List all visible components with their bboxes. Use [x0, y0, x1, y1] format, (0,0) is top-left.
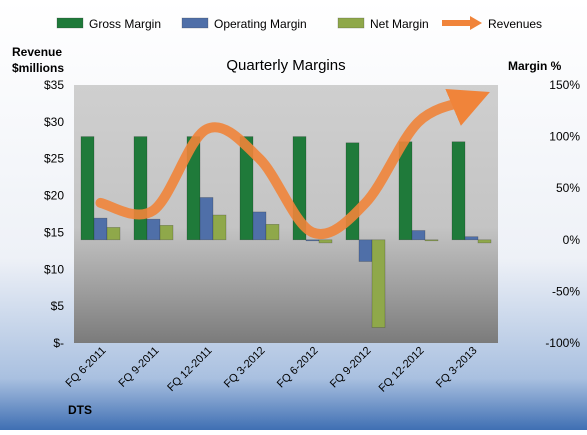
- revenues-point: [259, 158, 260, 159]
- gross-margin-bar: [133, 136, 148, 241]
- operating-margin-legend-label: Operating Margin: [214, 17, 307, 31]
- net-margin-bar: [106, 227, 121, 241]
- left-tick-label: $20: [44, 189, 64, 203]
- operating-margin-bar: [252, 211, 267, 241]
- left-tick-label: $10: [44, 262, 64, 276]
- operating-margin-bar: [305, 239, 320, 242]
- revenues-point: [100, 202, 101, 203]
- left-tick-label: $15: [44, 225, 64, 239]
- left-axis-label-line1: Revenue: [12, 45, 62, 59]
- right-tick-label: -50%: [552, 284, 580, 298]
- right-tick-label: 100%: [549, 130, 580, 144]
- right-tick-label: 50%: [556, 181, 580, 195]
- legend: Gross Margin Operating Margin Net Margin Re…: [56, 16, 542, 31]
- revenues-line: [95, 88, 490, 239]
- right-tick-label: 150%: [549, 78, 580, 92]
- gross-margin-legend-label: Gross Margin: [89, 17, 161, 31]
- revenues-line-series: [95, 88, 490, 239]
- net-margin-bar: [371, 239, 386, 328]
- net-margin-legend-label: Net Margin: [370, 17, 429, 31]
- net-margin-bar: [318, 239, 333, 244]
- revenues-point: [312, 232, 313, 233]
- net-margin-bar: [424, 239, 439, 242]
- operating-margin-bar: [358, 239, 373, 262]
- left-axis: $- $5 $10 $15 $20 $25 $30 $35: [44, 78, 64, 350]
- left-tick-label: $35: [44, 78, 64, 92]
- revenues-point: [365, 202, 366, 203]
- operating-margin-bar: [93, 217, 108, 241]
- operating-margin-bar: [464, 236, 479, 241]
- operating-margin-bar: [146, 218, 161, 241]
- revenues-point: [418, 121, 419, 122]
- operating-margin-bar: [411, 230, 426, 241]
- net-margin-bar: [159, 225, 174, 241]
- revenues-point: [471, 99, 472, 100]
- net-margin-bar: [477, 239, 492, 244]
- chart-title: Quarterly Margins: [226, 57, 345, 74]
- left-axis-label-line2: $millions: [12, 61, 64, 75]
- right-axis-label: Margin %: [508, 59, 562, 73]
- left-tick-label: $5: [51, 299, 65, 313]
- right-axis: -100% -50% 0% 50% 100% 150%: [545, 78, 580, 350]
- revenues-legend-arrow: [470, 16, 482, 30]
- net-margin-bar: [212, 214, 227, 241]
- net-margin-legend-swatch: [337, 17, 365, 29]
- footer-label: DTS: [68, 403, 92, 417]
- gross-margin-bar: [398, 141, 413, 241]
- revenues-point: [153, 210, 154, 211]
- left-tick-label: $30: [44, 115, 64, 129]
- left-tick-label: $25: [44, 152, 64, 166]
- right-tick-label: -100%: [545, 336, 580, 350]
- gross-margin-legend-swatch: [56, 17, 84, 29]
- right-tick-label: 0%: [563, 233, 581, 247]
- net-margin-bar: [265, 224, 280, 241]
- revenues-point: [206, 129, 207, 130]
- revenues-legend-label: Revenues: [488, 17, 542, 31]
- operating-margin-bar: [199, 197, 214, 241]
- left-tick-label: $-: [53, 336, 64, 350]
- gross-margin-bar: [451, 141, 466, 241]
- operating-margin-legend-swatch: [181, 17, 209, 29]
- gross-margin-bar: [239, 136, 254, 241]
- gross-margin-bar: [80, 136, 95, 241]
